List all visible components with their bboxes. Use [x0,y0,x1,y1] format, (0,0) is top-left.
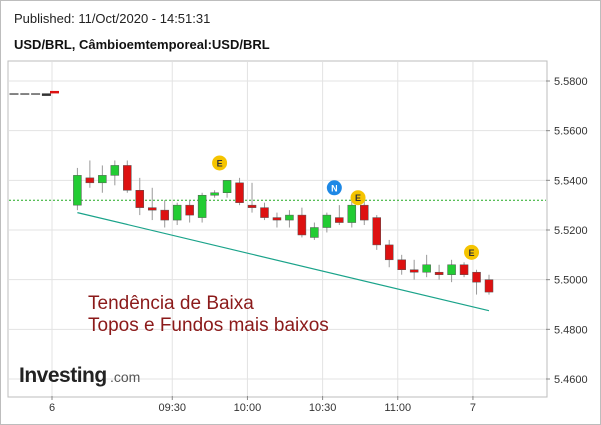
marker-label: E [217,158,223,168]
candle-down [235,182,244,203]
early-price-mark [50,90,59,94]
candle-down [272,217,282,221]
marker-label: E [469,248,475,258]
x-tick-label: 10:00 [234,402,262,414]
candle-down [384,244,394,261]
annotation-line-2: Topos e Fundos mais baixos [88,315,329,336]
y-tick-label: 5.5000 [554,275,588,287]
logo-brand: Investing [19,364,107,387]
candle-up [447,264,456,275]
x-tick-label: 11:00 [384,402,411,414]
candle-down [472,271,481,283]
candle-up [310,227,319,238]
downtrend-line [77,212,490,312]
marker-label: N [331,183,338,193]
chart-symbol-title: USD/BRL, Câmbioemtemporeal:USD/BRL [14,37,270,52]
candle-down [297,214,307,236]
x-tick-label: 6 [49,402,55,414]
candle-down [335,217,344,223]
x-tick-label: 7 [470,402,476,414]
y-tick-label: 5.5800 [554,76,588,88]
candle-down [409,269,419,273]
y-tick-label: 5.5200 [554,225,588,237]
candle-up [210,192,219,196]
early-price-mark [41,93,51,96]
candle-down [185,204,194,216]
candle-up [285,214,294,221]
marker-badge [326,180,342,196]
candle-down [247,204,257,208]
economic-event-marker: E [350,190,366,206]
early-price-marks [9,90,59,96]
y-tick-label: 5.4600 [554,374,588,386]
candle-up [98,175,107,184]
candle-down [123,165,132,191]
trendline [77,212,490,312]
plot-area [7,60,548,398]
logo-suffix: .com [110,369,140,385]
y-axis: 5.5800 5.5600 5.5400 5.5200 5.5000 5.4800 5.46… [546,76,588,386]
candle-up [322,214,332,228]
candle-up [197,194,207,218]
candle-down [459,264,469,275]
candle-up [73,175,82,206]
candles [73,160,494,295]
x-axis: 6 09:30 10:00 10:30 11:00 7 [49,396,476,414]
candle-down [85,177,95,184]
x-tick-label: 09:30 [159,402,187,414]
candle-down [135,190,145,208]
investing-logo: Investing .com [19,364,140,387]
y-tick-label: 5.5400 [554,175,588,187]
economic-event-marker: E [212,155,228,171]
annotation-line-1: Tendência de Baixa [88,293,254,314]
candle-down [260,207,269,218]
candle-down [372,217,381,246]
candle-down [360,204,369,221]
candle-down [484,279,494,293]
candle-up [347,204,357,223]
candle-up [422,264,431,273]
marker-badge [350,190,366,206]
candle-down [397,259,406,270]
early-price-mark [20,93,30,95]
marker-badge [464,244,480,260]
x-tick-label: 10:30 [309,402,337,414]
candle-up [110,165,120,176]
marker-label: E [355,193,361,203]
candle-down [147,207,157,211]
candle-up [172,204,182,221]
published-timestamp: Published: 11/Oct/2020 - 14:51:31 [14,11,211,26]
event-markers: E N E E [212,155,480,260]
candle-down [160,209,169,221]
candle-down [434,271,444,275]
early-price-mark [9,93,19,95]
y-tick-label: 5.5600 [554,126,588,138]
economic-event-marker: E [464,244,480,260]
y-tick-label: 5.4800 [554,324,588,336]
early-price-mark [31,93,41,95]
candle-up [222,180,232,193]
news-marker: N [326,180,342,196]
marker-badge [212,155,228,171]
